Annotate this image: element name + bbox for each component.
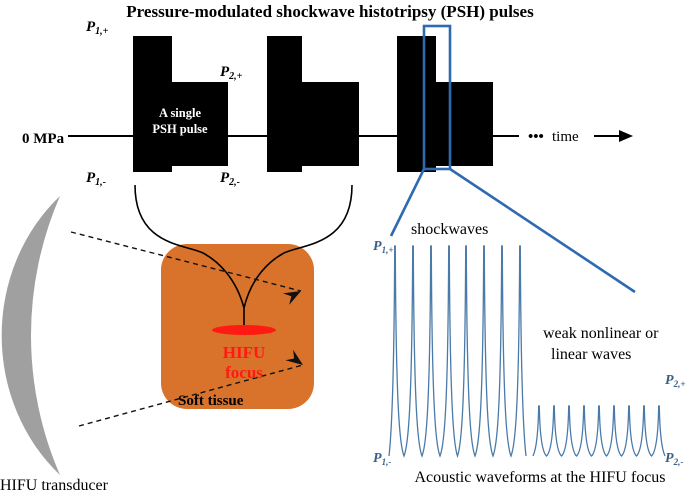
svg-text:•••: ••• — [528, 129, 544, 145]
svg-text:PSH pulse: PSH pulse — [152, 122, 208, 136]
svg-text:P1,+: P1,+ — [86, 19, 109, 37]
svg-text:P1,-: P1,- — [373, 451, 391, 467]
svg-text:focus: focus — [225, 363, 263, 382]
svg-text:Soft tissue: Soft tissue — [178, 393, 244, 409]
svg-text:P2,-: P2,- — [220, 170, 240, 188]
svg-text:weak nonlinear or: weak nonlinear or — [543, 325, 659, 342]
svg-text:P2,+: P2,+ — [665, 373, 685, 389]
svg-text:P1,-: P1,- — [86, 170, 106, 188]
svg-text:time: time — [552, 129, 579, 145]
svg-text:linear waves: linear waves — [551, 346, 631, 363]
svg-text:0 MPa: 0 MPa — [22, 131, 65, 147]
svg-text:P2,+: P2,+ — [220, 64, 243, 82]
svg-text:Acoustic waveforms at the HIFU: Acoustic waveforms at the HIFU focus — [414, 469, 665, 486]
svg-text:shockwaves: shockwaves — [411, 221, 488, 238]
svg-text:P2,-: P2,- — [665, 451, 683, 467]
svg-text:HIFU transducer: HIFU transducer — [0, 477, 109, 494]
svg-text:P1,+: P1,+ — [373, 239, 393, 255]
svg-text:A single: A single — [159, 106, 201, 120]
svg-text:HIFU: HIFU — [223, 343, 266, 362]
